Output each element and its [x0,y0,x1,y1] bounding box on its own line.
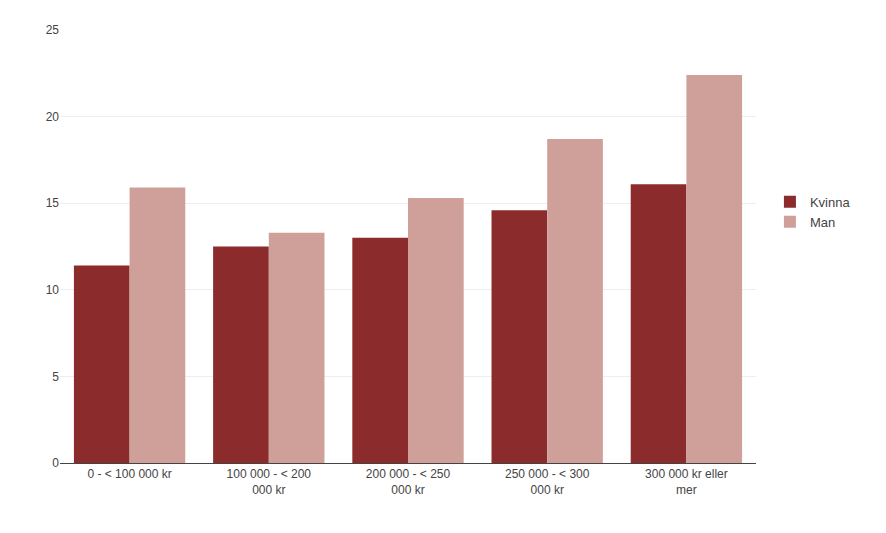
svg-text:5: 5 [52,370,59,384]
svg-text:0 - < 100 000 kr: 0 - < 100 000 kr [87,467,171,481]
svg-text:300 000 kr ellermer: 300 000 kr ellermer [645,467,728,497]
svg-text:200 000 - < 250000 kr: 200 000 - < 250000 kr [366,467,451,497]
svg-text:Man: Man [810,215,835,230]
svg-text:25: 25 [46,23,60,37]
svg-text:15: 15 [46,196,60,210]
svg-text:20: 20 [46,110,60,124]
svg-text:10: 10 [46,283,60,297]
svg-text:250 000 - < 300000 kr: 250 000 - < 300000 kr [505,467,590,497]
svg-text:0: 0 [52,456,59,470]
svg-text:Kvinna: Kvinna [810,195,851,210]
svg-text:100 000 - < 200000 kr: 100 000 - < 200000 kr [227,467,312,497]
